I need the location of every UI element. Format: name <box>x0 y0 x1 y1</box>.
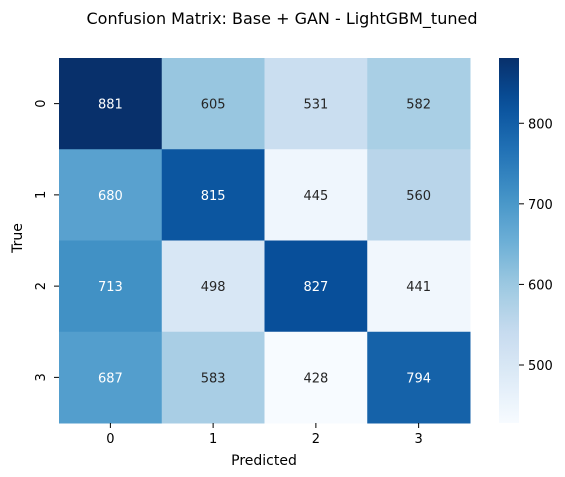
x-tick-label: 2 <box>312 432 320 447</box>
cell-value-label: 560 <box>406 189 431 204</box>
cell-value-label: 498 <box>201 280 226 295</box>
cell-value-label: 687 <box>98 371 123 386</box>
colorbar-tick-label: 500 <box>528 359 553 374</box>
cell-value-label: 827 <box>303 280 328 295</box>
heatmap-cell <box>367 149 471 241</box>
heatmap-cell <box>59 58 163 150</box>
x-axis-label: Predicted <box>231 453 297 469</box>
heatmap-cell <box>367 331 471 424</box>
y-tick-label: 0 <box>34 99 49 107</box>
colorbar-tick-label: 600 <box>528 278 553 293</box>
cell-value-label: 428 <box>303 371 328 386</box>
cell-value-label: 881 <box>98 98 123 113</box>
x-tick-label: 3 <box>414 432 422 447</box>
y-tick-label: 1 <box>34 191 49 199</box>
cell-value-label: 713 <box>98 280 123 295</box>
y-tick-label: 3 <box>34 373 49 381</box>
heatmap-cell <box>264 149 368 241</box>
heatmap-cell <box>161 240 265 333</box>
colorbar-ticks: 500 600 700 800 <box>519 117 553 374</box>
cell-value-label: 605 <box>201 98 226 113</box>
cell-value-label: 815 <box>201 189 226 204</box>
cell-value-label: 680 <box>98 189 123 204</box>
cell-value-label: 445 <box>303 189 328 204</box>
y-tick-label: 2 <box>34 282 49 290</box>
heatmap-cell <box>161 331 265 424</box>
heatmap-cell <box>161 58 265 150</box>
cell-value-label: 794 <box>406 371 431 386</box>
heatmap-cell <box>264 58 368 150</box>
chart-title: Confusion Matrix: Base + GAN - LightGBM_… <box>87 9 478 29</box>
heatmap-cell <box>59 331 163 424</box>
cell-value-label: 441 <box>406 280 431 295</box>
heatmap-cells <box>59 58 471 424</box>
heatmap-cell <box>264 331 368 424</box>
x-tick-label: 1 <box>209 432 217 447</box>
heatmap-cell <box>264 240 368 333</box>
x-axis: 0 1 2 3 <box>106 423 423 447</box>
heatmap-cell <box>367 240 471 333</box>
heatmap-cell <box>161 149 265 241</box>
cell-value-label: 583 <box>201 371 226 386</box>
x-tick-label: 0 <box>106 432 114 447</box>
heatmap-cell <box>59 149 163 241</box>
heatmap-cell <box>367 58 471 150</box>
colorbar-tick-label: 800 <box>528 117 553 132</box>
cell-annotations: 881 605 531 582 680 815 445 560 713 498 827 441 687 5… <box>98 98 431 387</box>
colorbar <box>499 58 519 423</box>
heatmap-cell <box>59 240 163 333</box>
colorbar-tick-label: 700 <box>528 198 553 213</box>
y-axis-label: True <box>10 223 26 254</box>
cell-value-label: 531 <box>303 98 328 113</box>
y-axis: 0 1 2 3 <box>34 99 59 382</box>
cell-value-label: 582 <box>406 98 431 113</box>
